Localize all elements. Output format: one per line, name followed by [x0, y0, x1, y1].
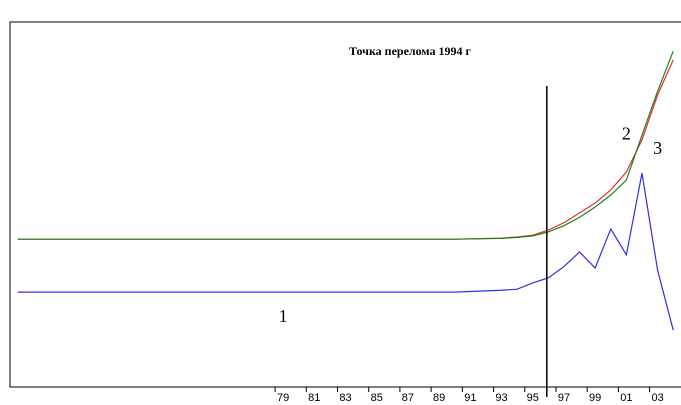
- plot-frame: [9, 21, 681, 388]
- x-tick-label: 81: [308, 392, 320, 404]
- x-tick-label: 91: [464, 392, 476, 404]
- x-tick-label: 83: [339, 392, 351, 404]
- annotation: 1: [279, 306, 288, 326]
- x-tick-label: 85: [371, 392, 383, 404]
- x-tick-label: 93: [495, 392, 507, 404]
- annotation: 2: [622, 123, 631, 143]
- x-tick-label: 79: [277, 392, 289, 404]
- chart-title: Точка перелома 1994 г: [349, 44, 471, 58]
- series-line: [17, 59, 674, 240]
- series-line: [17, 50, 674, 240]
- x-tick-label: 99: [589, 392, 601, 404]
- x-tick-label: 97: [558, 392, 570, 404]
- x-tick-label: 01: [620, 392, 632, 404]
- x-tick-label: 87: [402, 392, 414, 404]
- x-tick-label: 95: [527, 392, 539, 404]
- series-line: [17, 172, 674, 331]
- x-tick-label: 89: [433, 392, 445, 404]
- x-tick-label: 03: [651, 392, 663, 404]
- annotation: 3: [653, 138, 662, 158]
